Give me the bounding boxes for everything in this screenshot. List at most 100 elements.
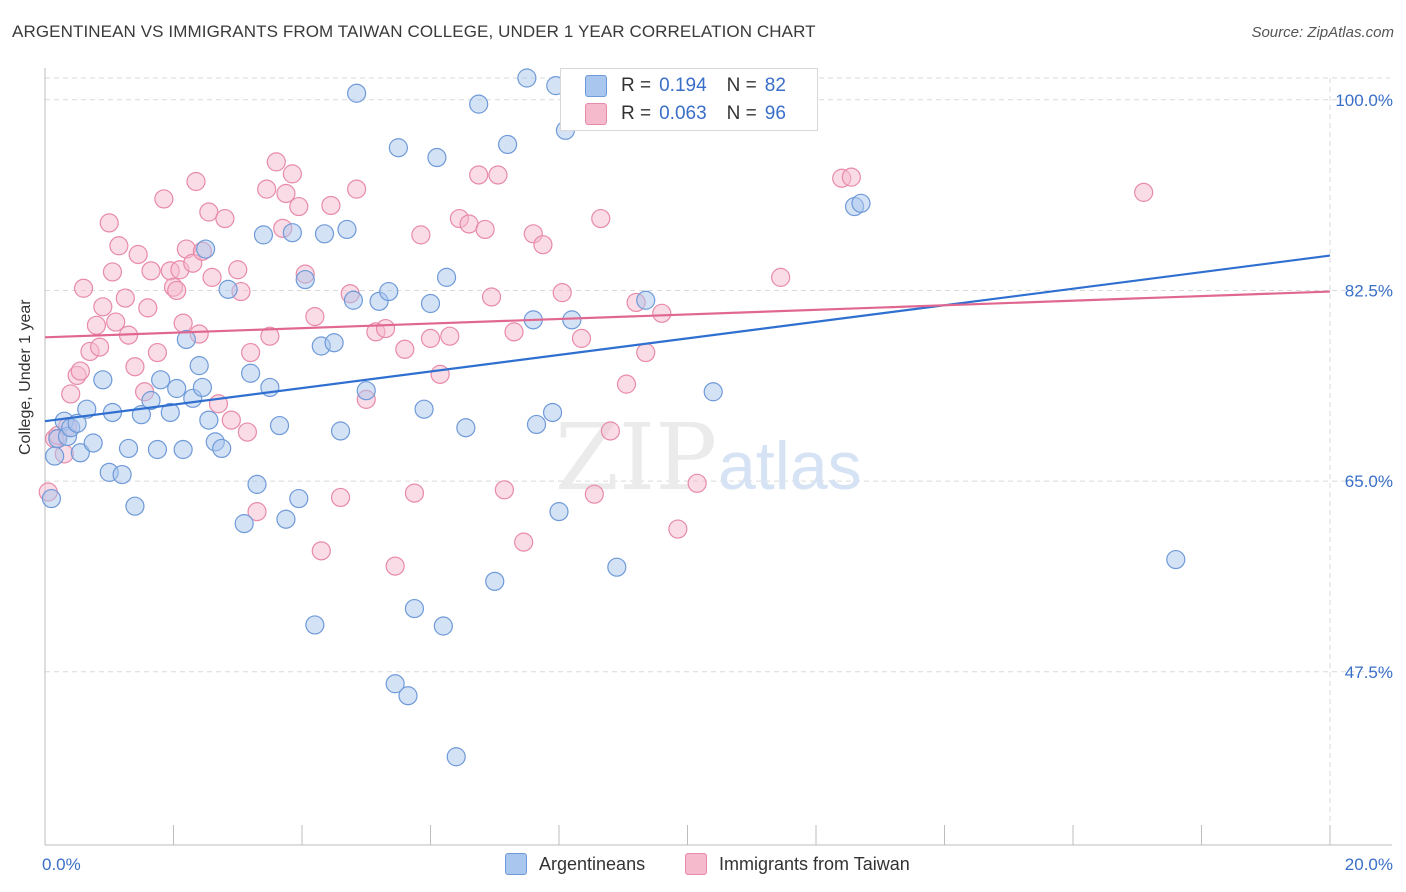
argentinean-point [77, 399, 97, 419]
argentinean-point [703, 382, 723, 402]
argentinean-point [562, 310, 582, 330]
taiwan-point [282, 164, 302, 184]
argentinean-point [289, 488, 309, 509]
argentinean-point [160, 402, 180, 423]
argentinean-point [192, 377, 213, 398]
argentinean-point [1166, 549, 1186, 570]
argentinean-point [485, 571, 505, 591]
taiwan-point [167, 280, 187, 301]
taiwan-point [266, 152, 286, 172]
argentinean-point [282, 223, 302, 243]
pink-swatch [685, 853, 707, 875]
taiwan-point [616, 374, 637, 394]
y-axis-label: College, Under 1 year [17, 299, 34, 455]
y-tick-label: 65.0% [1345, 472, 1393, 491]
argentinean-point [636, 290, 656, 310]
taiwan-point [481, 287, 502, 307]
taiwan-trendline [44, 290, 1331, 339]
watermark-atlas: atlas [718, 428, 862, 504]
legend-item-argentineans[interactable]: Argentineans [505, 852, 645, 876]
taiwan-point [311, 541, 331, 561]
argentinean-point [247, 474, 267, 494]
argentinean-point [549, 502, 569, 522]
taiwan-point [494, 480, 514, 500]
taiwan-point [514, 532, 534, 552]
legend-item-taiwan[interactable]: Immigrants from Taiwan [685, 852, 910, 876]
taiwan-point [411, 225, 431, 245]
watermark-zip: ZIP [555, 404, 717, 511]
stats-legend: R = 0.194 N = 82 R = 0.063 N = 96 [560, 68, 818, 131]
taiwan-point [147, 342, 168, 363]
taiwan-point [330, 487, 351, 508]
taiwan-point [228, 260, 248, 280]
taiwan-point [504, 322, 524, 342]
taiwan-point [552, 283, 572, 303]
argentinean-point [379, 281, 399, 302]
taiwan-point [173, 313, 193, 333]
argentinean-point [851, 193, 871, 213]
taiwan-point [106, 312, 126, 332]
taiwan-point [385, 556, 405, 576]
taiwan-point [141, 261, 161, 281]
argentinean-point [356, 381, 376, 401]
argentinean-point [607, 557, 627, 577]
pink-swatch [585, 103, 607, 125]
argentinean-point [324, 333, 344, 353]
argentinean-point [41, 488, 62, 509]
taiwan-point [90, 337, 110, 357]
y-tick-label: 100.0% [1335, 91, 1393, 110]
taiwan-point [305, 306, 325, 327]
argentinean-point [517, 68, 537, 88]
taiwan-n-value: 96 [764, 103, 786, 124]
taiwan-point [687, 473, 707, 493]
argentinean-point [218, 279, 238, 299]
argentinean-point [305, 615, 325, 635]
taiwan-point [475, 219, 495, 240]
argentinean-point [189, 356, 209, 376]
argentinean-point [330, 421, 351, 441]
taiwan-point [430, 364, 450, 384]
legend-row-argentineans: R = 0.194 N = 82 [585, 74, 786, 98]
argentinean-point [147, 439, 168, 460]
argentinean-point [83, 433, 103, 453]
argentinean-point [196, 239, 216, 259]
r-label: R = [621, 103, 652, 124]
argentinean-point [526, 414, 547, 435]
taiwan-point [237, 422, 257, 442]
legend-row-taiwan: R = 0.063 N = 96 [585, 102, 786, 126]
argentinean-point [295, 269, 315, 290]
argentinean-point [446, 747, 466, 767]
argentinean-point [436, 267, 457, 287]
trend-lines [44, 254, 1331, 423]
taiwan-point [571, 328, 592, 348]
argentinean-point [141, 390, 161, 411]
argentinean-trendline [44, 254, 1331, 423]
argentinean-point [414, 399, 434, 419]
argentinean-point [542, 402, 563, 423]
chart-title: ARGENTINEAN VS IMMIGRANTS FROM TAIWAN CO… [12, 22, 816, 41]
x-tick-label: 20.0% [1345, 855, 1393, 874]
argentinean-point [151, 370, 171, 390]
tick-labels: 47.5% 65.0% 82.5% 100.0% 0.0% 20.0% [42, 91, 1393, 874]
taiwan-point [347, 179, 367, 199]
argentinean-point [234, 514, 254, 534]
argentinean-point [253, 225, 274, 245]
taiwan-point [202, 267, 222, 287]
r-label: R = [621, 75, 652, 96]
taiwan-point [636, 342, 656, 363]
taiwan-point [215, 208, 235, 229]
taiwan-point [1134, 182, 1154, 202]
taiwan-point [61, 384, 81, 404]
taiwan-point [289, 196, 309, 217]
argentinean-point [176, 329, 196, 350]
taiwan-point [260, 326, 280, 346]
taiwan-point [375, 318, 396, 339]
taiwan-point [459, 214, 479, 234]
argentinean-point [427, 147, 447, 168]
taiwan-point [102, 262, 123, 282]
argentinean-point [404, 598, 425, 619]
taiwan-point [138, 298, 158, 318]
argentinean-point [498, 134, 518, 155]
argentinean-point [45, 446, 65, 466]
